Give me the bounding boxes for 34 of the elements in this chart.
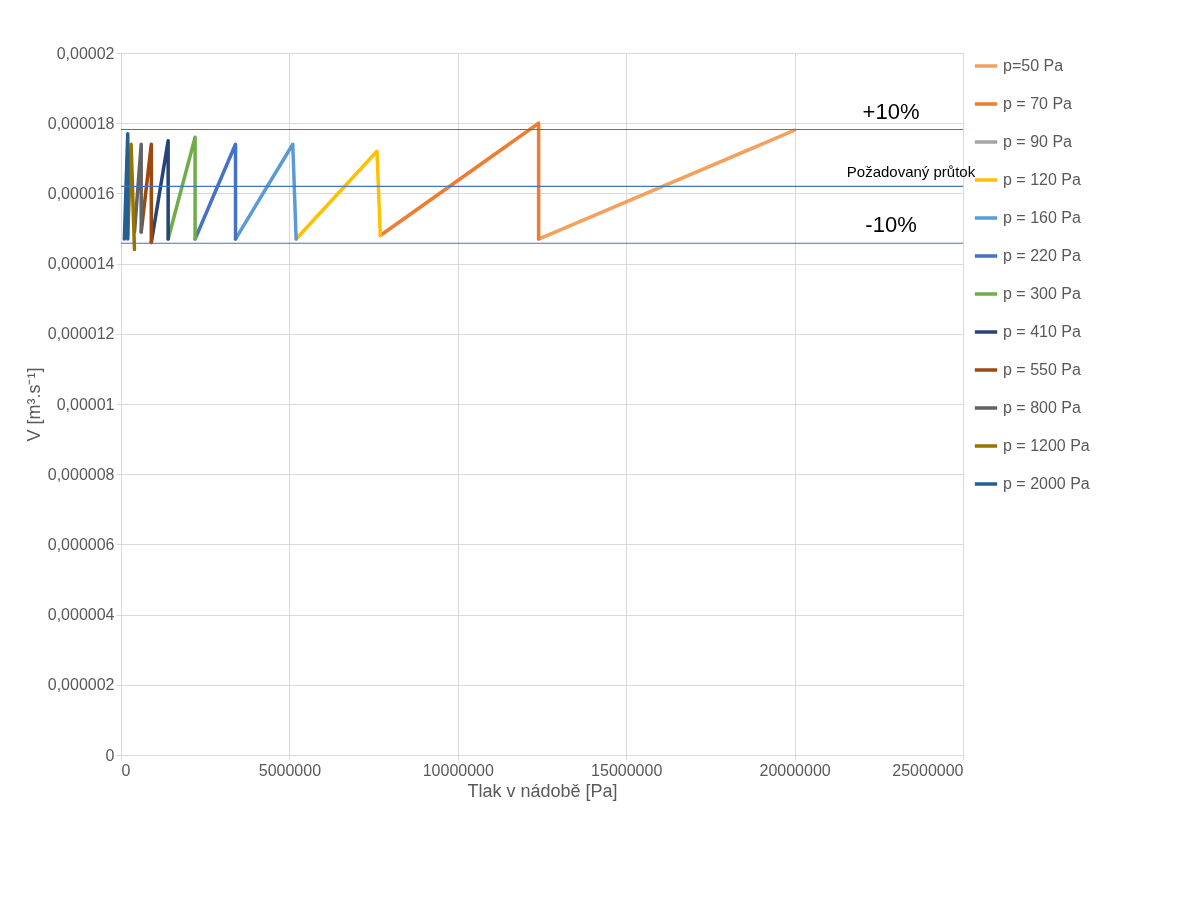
y-tick-label: 0,00001: [56, 395, 115, 413]
y-tick-label: 0,000006: [47, 535, 115, 553]
x-tick-label: 15000000: [591, 761, 663, 779]
legend-label: p = 2000 Pa: [1003, 475, 1090, 492]
legend-label: p=50 Pa: [1003, 57, 1064, 74]
y-tick-label: 0,000008: [47, 465, 115, 483]
y-axis-title: V [m³.s⁻¹]: [23, 367, 44, 442]
y-tick-label: 0,000016: [47, 184, 115, 202]
y-tick-label: 0,00002: [56, 44, 115, 62]
y-tick-label: 0,000004: [47, 606, 115, 624]
y-tick-label: 0,000002: [47, 676, 115, 694]
x-tick-label: 0: [121, 761, 131, 779]
annotation: -10%: [865, 212, 917, 238]
x-tick-label: 10000000: [422, 761, 494, 779]
x-tick-label: 25000000: [892, 761, 964, 779]
legend-label: p = 1200 Pa: [1003, 437, 1090, 454]
x-tick-label: 20000000: [759, 761, 831, 779]
legend-label: p = 120 Pa: [1003, 171, 1081, 188]
legend-label: p = 90 Pa: [1003, 133, 1073, 150]
x-axis-title: Tlak v nádobě [Pa]: [467, 780, 618, 801]
x-tick-label: 5000000: [258, 761, 322, 779]
y-tick-label: 0,000012: [47, 325, 115, 343]
annotation: +10%: [862, 98, 920, 124]
legend-label: p = 300 Pa: [1003, 285, 1081, 302]
y-tick-label: 0,000018: [47, 114, 115, 132]
y-tick-label: 0,000014: [47, 255, 115, 273]
legend-label: p = 70 Pa: [1003, 95, 1073, 112]
legend-label: p = 160 Pa: [1003, 209, 1081, 226]
legend-label: p = 220 Pa: [1003, 247, 1081, 264]
legend-label: p = 410 Pa: [1003, 323, 1081, 340]
annotation: Požadovaný průtok: [846, 163, 976, 181]
y-tick-label: 0: [105, 746, 115, 764]
legend-label: p = 800 Pa: [1003, 399, 1081, 416]
legend-label: p = 550 Pa: [1003, 361, 1081, 378]
